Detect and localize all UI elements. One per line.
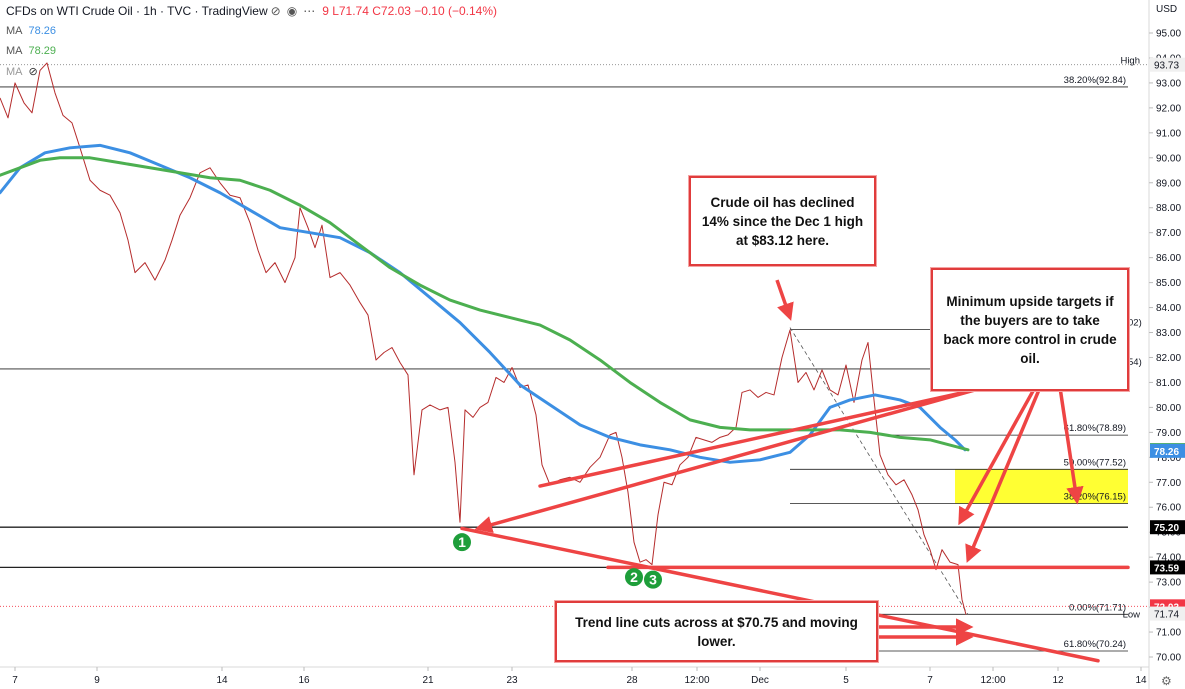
- trendline: [460, 526, 1100, 663]
- price-axis-badge: [1150, 560, 1185, 575]
- callout-trendline: Trend line cuts across at $70.75 and mov…: [555, 601, 878, 662]
- symbol-header: CFDs on WTI Crude Oil · 1h · TVC · Tradi…: [6, 4, 497, 18]
- callout-upside-targets: Minimum upside targets if the buyers are…: [931, 268, 1129, 391]
- y-tick-label: 90.00: [1156, 153, 1181, 164]
- ma-blue-value: 78.26: [28, 25, 57, 37]
- price-axis-badge: [1150, 443, 1185, 458]
- price-axis-badge-label: 75.20: [1154, 523, 1179, 534]
- settings-gear-icon[interactable]: ⚙: [1161, 674, 1172, 688]
- fib-target-zone: [955, 469, 1128, 504]
- y-tick-label: 84.00: [1156, 303, 1181, 314]
- annotation-arrow: [958, 386, 1037, 526]
- y-tick-label: 88.00: [1156, 203, 1181, 214]
- fib-level-label: 0.00%(71.71): [1069, 602, 1126, 613]
- ma-green-value: 78.29: [28, 45, 57, 57]
- annotation-arrow: [1058, 387, 1084, 505]
- fib-level-label: 61.80%(78.89): [1064, 423, 1126, 434]
- price-axis-badge-label: 78.26: [1154, 447, 1179, 458]
- currency-label[interactable]: USD: [1156, 4, 1178, 15]
- y-tick-label: 85.00: [1156, 278, 1181, 289]
- more-icon[interactable]: ⋯: [303, 4, 316, 18]
- ma-label: MA: [6, 25, 23, 37]
- x-tick-label: 7: [12, 675, 18, 686]
- price-axis-badge: [1150, 520, 1185, 535]
- price-axis-badge: [1150, 606, 1185, 621]
- x-tick-label: 23: [506, 675, 518, 686]
- y-tick-label: 77.00: [1156, 478, 1181, 489]
- eye-icon[interactable]: ◉: [286, 4, 298, 18]
- annotation-arrow: [474, 388, 976, 534]
- ma-legend-hidden[interactable]: MA ⊘: [6, 65, 38, 78]
- x-tick-label: 21: [422, 675, 434, 686]
- price-axis-badge: [1150, 57, 1185, 72]
- hide-icon[interactable]: ⊘: [270, 4, 281, 18]
- y-tick-label: 86.00: [1156, 253, 1181, 264]
- pivot-marker: [453, 533, 471, 552]
- ma-legend-blue[interactable]: MA 78.26: [6, 25, 56, 37]
- y-tick-label: 89.00: [1156, 178, 1181, 189]
- x-tick-label: 28: [626, 675, 638, 686]
- fib-level-label: 61.80%(70.24): [1064, 639, 1126, 650]
- y-tick-label: 91.00: [1156, 128, 1181, 139]
- ma-blue-line: [0, 143, 967, 464]
- y-tick-label: 87.00: [1156, 228, 1181, 239]
- callout-decline: Crude oil has declined 14% since the Dec…: [689, 176, 876, 266]
- x-tick-label: 7: [927, 675, 933, 686]
- x-tick-label: Dec: [751, 675, 769, 686]
- symbol-title[interactable]: CFDs on WTI Crude Oil · 1h · TVC · Tradi…: [6, 4, 268, 18]
- x-tick-label: 14: [1135, 675, 1147, 686]
- y-tick-label: 71.00: [1156, 628, 1181, 639]
- y-tick-label: 70.00: [1156, 653, 1181, 664]
- y-tick-label: 95.00: [1156, 29, 1181, 40]
- fib-level-label: 50.00%(77.52): [1064, 457, 1126, 468]
- pivot-marker: [625, 568, 643, 587]
- ma-label: MA: [6, 45, 23, 57]
- fib-level-label: 38.20%(76.15): [1064, 491, 1126, 502]
- ma-legend-green[interactable]: MA 78.29: [6, 45, 56, 57]
- y-tick-label: 76.00: [1156, 503, 1181, 514]
- pivot-marker-label: 1: [458, 534, 466, 550]
- y-tick-label: 80.00: [1156, 403, 1181, 414]
- y-tick-label: 83.00: [1156, 328, 1181, 339]
- price-axis-badge-label: 73.59: [1154, 563, 1179, 574]
- y-tick-label: 79.00: [1156, 428, 1181, 439]
- ma-label: MA: [6, 66, 23, 78]
- hidden-eye-icon[interactable]: ⊘: [28, 66, 38, 78]
- x-tick-label: 9: [94, 675, 100, 686]
- y-tick-label: 74.00: [1156, 553, 1181, 564]
- fib-level-label: 54): [1128, 357, 1142, 368]
- y-tick-label: 82.00: [1156, 353, 1181, 364]
- pivot-marker-label: 2: [630, 569, 638, 585]
- annotation-arrow: [775, 279, 794, 321]
- x-tick-label: 12: [1052, 675, 1064, 686]
- fib-level-label: 02): [1128, 318, 1142, 329]
- price-series-line: [0, 62, 967, 615]
- y-tick-label: 78.00: [1156, 453, 1181, 464]
- price-axis-badge-label: 71.74: [1154, 610, 1179, 621]
- x-tick-label: 12:00: [684, 675, 709, 686]
- y-tick-label: 93.00: [1156, 78, 1181, 89]
- y-tick-label: 92.00: [1156, 103, 1181, 114]
- annotation-arrow: [965, 386, 1042, 563]
- low-label: Low: [1123, 610, 1141, 621]
- y-tick-label: 81.00: [1156, 378, 1181, 389]
- pivot-marker: [644, 570, 662, 589]
- x-tick-label: 16: [298, 675, 310, 686]
- x-tick-label: 5: [843, 675, 849, 686]
- pivot-marker-label: 3: [649, 572, 657, 588]
- ohlc-values: 9 L71.74 C72.03 −0.10 (−0.14%): [322, 4, 497, 18]
- y-tick-label: 73.00: [1156, 578, 1181, 589]
- fib-level-label: 38.20%(92.84): [1064, 75, 1126, 86]
- trendline: [538, 388, 977, 488]
- high-label: High: [1120, 56, 1140, 67]
- x-tick-label: 14: [216, 675, 228, 686]
- x-tick-label: 12:00: [980, 675, 1005, 686]
- price-axis-badge-label: 93.73: [1154, 61, 1179, 72]
